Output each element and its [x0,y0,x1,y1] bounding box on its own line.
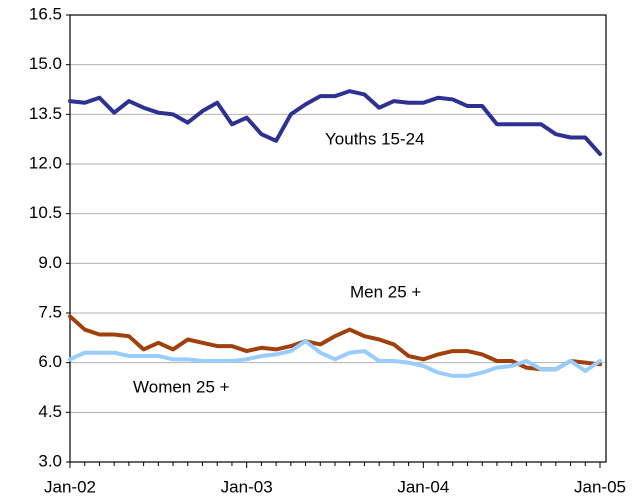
x-tick-label: Jan-02 [44,477,96,496]
x-tick-label: Jan-03 [221,477,273,496]
series-line [68,314,602,372]
y-tick-label: 10.5 [29,203,62,222]
y-tick-label: 7.5 [38,302,62,321]
series-line [68,89,602,157]
series-label: Women 25 + [133,377,230,396]
y-tick-label: 12.0 [29,153,62,172]
y-tick-label: 15.0 [29,54,62,73]
series-line [68,339,602,378]
series-label: Youths 15-24 [325,129,425,148]
plot-border [69,14,607,463]
x-tick-label: Jan-04 [397,477,449,496]
x-tick-label: Jan-05 [574,477,626,496]
series-label: Men 25 + [350,282,421,301]
y-tick-label: 9.0 [38,253,62,272]
y-tick-label: 6.0 [38,352,62,371]
y-tick-label: 16.5 [29,4,62,23]
y-tick-label: 3.0 [38,451,62,470]
y-tick-label: 13.5 [29,104,62,123]
y-tick-label: 4.5 [38,402,62,421]
